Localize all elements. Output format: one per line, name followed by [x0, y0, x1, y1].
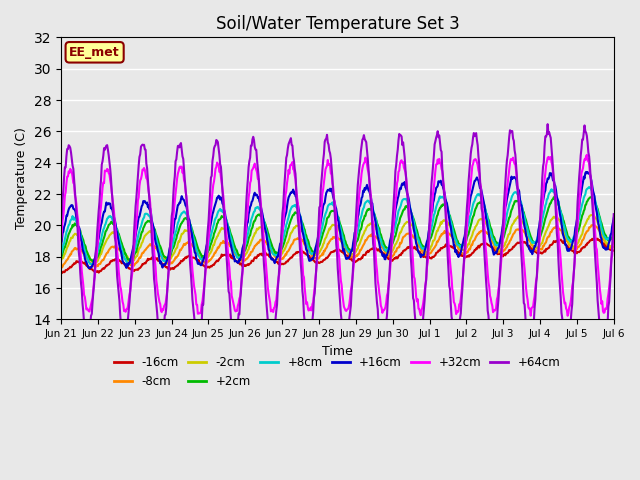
-16cm [125, 265, 132, 271]
-8cm [125, 260, 132, 265]
+16cm [405, 199, 413, 205]
-8cm [57, 264, 65, 270]
+2cm [125, 257, 132, 263]
+64cm [67, 150, 75, 156]
-16cm [610, 248, 618, 253]
+8cm [210, 221, 218, 227]
+32cm [564, 313, 572, 319]
Line: -16cm: -16cm [61, 239, 614, 273]
X-axis label: Time: Time [322, 345, 353, 358]
+2cm [610, 230, 618, 236]
Title: Soil/Water Temperature Set 3: Soil/Water Temperature Set 3 [216, 15, 460, 33]
+2cm [210, 231, 218, 237]
-8cm [210, 252, 218, 257]
-16cm [68, 264, 76, 269]
+64cm [180, 167, 188, 173]
-2cm [67, 235, 75, 240]
+32cm [209, 182, 217, 188]
-2cm [57, 257, 65, 263]
-8cm [590, 221, 598, 227]
-2cm [589, 212, 597, 218]
-2cm [422, 250, 429, 255]
-8cm [610, 244, 618, 250]
-2cm [610, 240, 618, 246]
Line: +64cm: +64cm [61, 124, 614, 349]
+16cm [57, 242, 65, 248]
-16cm [58, 270, 66, 276]
+64cm [421, 297, 429, 303]
+32cm [67, 168, 75, 173]
+2cm [405, 206, 413, 212]
Line: +8cm: +8cm [61, 187, 614, 265]
+32cm [421, 288, 429, 294]
Text: EE_met: EE_met [69, 46, 120, 59]
+32cm [404, 200, 412, 205]
+8cm [405, 202, 413, 208]
+8cm [125, 261, 132, 267]
-16cm [57, 270, 65, 276]
+16cm [86, 265, 94, 271]
+8cm [67, 217, 75, 223]
-16cm [591, 236, 598, 241]
+8cm [610, 223, 618, 228]
+8cm [181, 209, 189, 215]
Line: +32cm: +32cm [61, 155, 614, 316]
+16cm [125, 261, 132, 266]
+8cm [88, 262, 95, 268]
+2cm [57, 255, 65, 261]
+64cm [124, 316, 132, 322]
+32cm [57, 238, 65, 244]
+32cm [610, 229, 618, 235]
+64cm [57, 218, 65, 224]
-16cm [210, 262, 218, 268]
+8cm [57, 252, 65, 258]
-2cm [405, 220, 413, 226]
+64cm [610, 211, 618, 217]
+16cm [422, 246, 429, 252]
+2cm [181, 216, 189, 221]
-8cm [58, 264, 66, 270]
-16cm [422, 253, 429, 259]
+16cm [610, 215, 618, 221]
+64cm [598, 347, 606, 352]
+16cm [210, 205, 218, 211]
Legend: -16cm, -8cm, -2cm, +2cm, +8cm, +16cm, +32cm, +64cm: -16cm, -8cm, -2cm, +2cm, +8cm, +16cm, +3… [109, 351, 565, 393]
Y-axis label: Temperature (C): Temperature (C) [15, 127, 28, 229]
Line: -2cm: -2cm [61, 215, 614, 262]
+64cm [404, 212, 412, 218]
-2cm [125, 257, 132, 263]
-2cm [181, 227, 189, 233]
+8cm [422, 244, 429, 250]
-16cm [181, 255, 189, 261]
+16cm [582, 169, 590, 175]
-8cm [405, 231, 413, 237]
Line: -8cm: -8cm [61, 224, 614, 267]
+32cm [583, 152, 591, 158]
+16cm [67, 203, 75, 208]
+32cm [180, 177, 188, 183]
+32cm [124, 303, 132, 309]
-2cm [210, 242, 218, 248]
-16cm [405, 244, 413, 250]
+64cm [209, 153, 217, 159]
+8cm [586, 184, 593, 190]
-2cm [90, 259, 98, 265]
+2cm [90, 259, 98, 265]
+2cm [67, 226, 75, 232]
Line: +16cm: +16cm [61, 172, 614, 268]
-8cm [422, 252, 429, 258]
Line: +2cm: +2cm [61, 197, 614, 262]
+2cm [588, 194, 596, 200]
-8cm [181, 242, 189, 248]
-8cm [68, 249, 76, 254]
+16cm [181, 200, 189, 205]
+64cm [544, 121, 552, 127]
+2cm [422, 243, 429, 249]
